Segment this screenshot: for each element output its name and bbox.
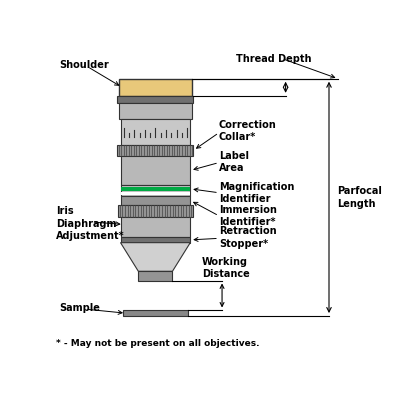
Text: Correction
Collar*: Correction Collar* <box>219 120 277 142</box>
Bar <box>120 119 190 145</box>
Bar <box>120 196 190 205</box>
Text: Magnification
Identifier: Magnification Identifier <box>219 182 294 204</box>
Bar <box>120 185 190 196</box>
Bar <box>120 237 190 243</box>
Bar <box>118 145 193 156</box>
Text: Immersion
Identifier*: Immersion Identifier* <box>219 205 277 227</box>
Text: Parfocal
Length: Parfocal Length <box>337 186 382 208</box>
Bar <box>118 96 193 104</box>
Bar <box>120 156 190 185</box>
Text: Thread Depth: Thread Depth <box>236 54 312 64</box>
Text: Iris
Diaphragm
Adjustment*: Iris Diaphragm Adjustment* <box>56 206 125 241</box>
Bar <box>120 187 190 191</box>
Bar <box>119 79 192 96</box>
Bar <box>120 218 190 238</box>
Text: Shoulder: Shoulder <box>59 60 109 70</box>
Text: Label
Area: Label Area <box>219 151 249 173</box>
Bar <box>119 104 192 119</box>
Bar <box>138 271 172 280</box>
Text: * - May not be present on all objectives.: * - May not be present on all objectives… <box>56 339 260 348</box>
Polygon shape <box>120 243 190 271</box>
Text: Working
Distance: Working Distance <box>202 257 250 280</box>
Bar <box>123 310 188 316</box>
Bar <box>120 192 190 195</box>
Text: Retraction
Stopper*: Retraction Stopper* <box>219 226 276 249</box>
Bar <box>118 205 193 218</box>
Text: Sample: Sample <box>59 303 100 313</box>
